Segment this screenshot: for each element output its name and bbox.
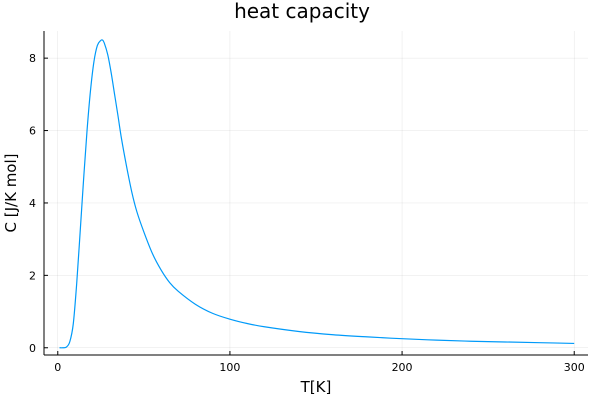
y-tick-label: 2 — [29, 269, 36, 282]
x-axis-label: T[K] — [300, 378, 332, 396]
y-tick-label: 6 — [29, 125, 36, 138]
series-line — [59, 39, 575, 349]
y-axis-label: C [J/K mol] — [2, 154, 20, 233]
x-tick-label: 200 — [392, 361, 413, 374]
y-tick-label: 8 — [29, 52, 36, 65]
axes — [43, 31, 588, 356]
grid — [44, 31, 588, 355]
y-tick-label: 4 — [29, 197, 36, 210]
x-tick-label: 0 — [54, 361, 61, 374]
series — [59, 39, 575, 349]
x-tick-label: 300 — [564, 361, 585, 374]
chart-title: heat capacity — [234, 0, 370, 23]
x-tick-label: 100 — [219, 361, 240, 374]
y-tick-label: 0 — [29, 342, 36, 355]
ticks: 0 100 200 300 0 2 4 6 8 — [29, 52, 585, 374]
